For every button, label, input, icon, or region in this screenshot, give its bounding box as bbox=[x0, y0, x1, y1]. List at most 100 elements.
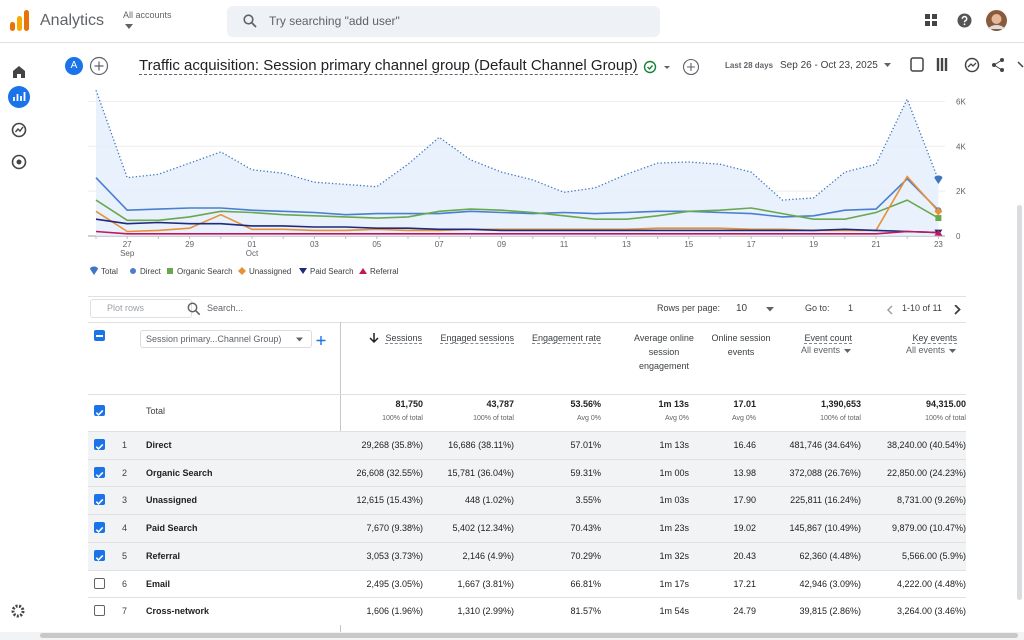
settings-icon[interactable] bbox=[13, 606, 23, 616]
row-cell: 1m 13s bbox=[605, 440, 689, 450]
tick bbox=[96, 410, 103, 415]
rows-per-page-label: Rows per page: bbox=[657, 303, 720, 313]
goto-label: Go to: bbox=[805, 303, 830, 313]
row-name[interactable]: Unassigned bbox=[146, 495, 197, 505]
v-scroll-thumb[interactable] bbox=[1017, 205, 1022, 600]
row-cell: 20.43 bbox=[692, 551, 756, 561]
row-cell: 448 (1.02%) bbox=[426, 495, 514, 505]
row-cell: 29,268 (35.8%) bbox=[340, 440, 423, 450]
legend-marker bbox=[299, 268, 307, 274]
row-name[interactable]: Paid Search bbox=[146, 523, 198, 533]
total-sub: 100% of total bbox=[426, 415, 514, 422]
row-name[interactable]: Organic Search bbox=[146, 468, 213, 478]
row-cell: 2,146 (4.9%) bbox=[426, 551, 514, 561]
row-cell: 225,811 (16.24%) bbox=[760, 495, 861, 505]
row-cell: 1m 32s bbox=[605, 551, 689, 561]
sub-caret[interactable] bbox=[949, 349, 957, 355]
row-cell: 1m 23s bbox=[605, 523, 689, 533]
legend-marker bbox=[167, 268, 173, 274]
divider bbox=[88, 394, 966, 395]
total-sub: Avg 0% bbox=[692, 415, 756, 422]
total-checkbox[interactable] bbox=[94, 405, 105, 416]
row-cell: 4,222.00 (4.48%) bbox=[865, 579, 966, 589]
row-name[interactable]: Cross-network bbox=[146, 606, 209, 616]
column-label[interactable]: Engaged sessions bbox=[440, 333, 514, 344]
total-value: 17.01 bbox=[692, 399, 756, 409]
row-name[interactable]: Referral bbox=[146, 551, 180, 561]
column-label[interactable]: Online session events bbox=[711, 333, 770, 357]
tick bbox=[96, 472, 103, 477]
row-checkbox[interactable] bbox=[94, 494, 105, 505]
column-label[interactable]: Sessions bbox=[385, 333, 422, 344]
sub-caret[interactable] bbox=[844, 349, 852, 355]
row-cell: 70.29% bbox=[517, 551, 601, 561]
row-cell: 59.31% bbox=[517, 468, 601, 478]
column-header[interactable]: Key events bbox=[865, 331, 957, 345]
column-label[interactable]: Event count bbox=[804, 333, 852, 344]
column-label[interactable]: Key events bbox=[912, 333, 957, 344]
row-checkbox[interactable] bbox=[94, 605, 105, 616]
x-tick-label: 17 bbox=[747, 240, 756, 249]
total-value: 94,315.00 bbox=[865, 399, 966, 409]
row-cell: 1,310 (2.99%) bbox=[426, 606, 514, 616]
dimension-label[interactable]: Session primary...Channel Group) bbox=[146, 334, 281, 344]
divider bbox=[88, 322, 966, 323]
total-value: 1m 13s bbox=[605, 399, 689, 409]
row-cell: 19.02 bbox=[692, 523, 756, 533]
y-tick-label: 4K bbox=[956, 142, 966, 151]
legend-label: Organic Search bbox=[177, 267, 233, 276]
rows-per-page-value[interactable]: 10 bbox=[736, 303, 747, 314]
caret bbox=[949, 349, 956, 353]
next-page[interactable] bbox=[955, 305, 960, 314]
column-header[interactable]: Engaged sessions bbox=[440, 331, 514, 345]
column-sub[interactable]: All events bbox=[865, 345, 945, 355]
total-value: 1,390,653 bbox=[760, 399, 861, 409]
legend-marker bbox=[238, 267, 246, 275]
row-checkbox[interactable] bbox=[94, 522, 105, 533]
check bbox=[94, 524, 105, 535]
prev-page[interactable] bbox=[888, 306, 892, 314]
check bbox=[94, 441, 105, 452]
column-header[interactable]: Online session events bbox=[706, 331, 776, 359]
column-sub[interactable]: All events bbox=[770, 345, 840, 355]
column-header[interactable]: Engagement rate bbox=[530, 331, 601, 345]
h-scroll-thumb[interactable] bbox=[40, 633, 1018, 638]
total-sub: Avg 0% bbox=[517, 415, 601, 422]
tick bbox=[96, 527, 103, 532]
plot-rows-label[interactable]: Plot rows bbox=[107, 303, 144, 313]
row-cell: 3,264.00 (3.46%) bbox=[865, 606, 966, 616]
column-header[interactable]: Event count bbox=[770, 331, 852, 345]
row-checkbox[interactable] bbox=[94, 578, 105, 589]
row-cell: 17.90 bbox=[692, 495, 756, 505]
tick bbox=[96, 444, 103, 449]
x-tick-label: 09 bbox=[497, 240, 506, 249]
row-rank: 3 bbox=[122, 495, 132, 505]
column-label[interactable]: Engagement rate bbox=[532, 333, 601, 344]
rows-caret[interactable] bbox=[766, 307, 774, 312]
row-checkbox[interactable] bbox=[94, 467, 105, 478]
add-dimension[interactable] bbox=[317, 336, 326, 345]
row-cell: 1m 00s bbox=[605, 468, 689, 478]
x-tick-label: 21 bbox=[872, 240, 881, 249]
sort-arrow[interactable] bbox=[369, 333, 379, 344]
row-name[interactable]: Direct bbox=[146, 440, 172, 450]
row-name[interactable]: Email bbox=[146, 579, 170, 589]
column-header[interactable]: Average online session engagement bbox=[625, 331, 703, 373]
row-cell: 3,053 (3.73%) bbox=[340, 551, 423, 561]
row-cell: 42,946 (3.09%) bbox=[760, 579, 861, 589]
row-cell: 7,670 (9.38%) bbox=[340, 523, 423, 533]
row-checkbox[interactable] bbox=[94, 439, 105, 450]
check bbox=[94, 407, 105, 418]
column-header[interactable]: Sessions bbox=[350, 331, 422, 345]
x-tick-label: 07 bbox=[435, 240, 444, 249]
column-label[interactable]: Average online session engagement bbox=[634, 333, 694, 371]
total-area bbox=[96, 90, 938, 236]
row-cell: 9,879.00 (10.47%) bbox=[865, 523, 966, 533]
row-cell: 13.98 bbox=[692, 468, 756, 478]
row-rank: 6 bbox=[122, 579, 132, 589]
table-search[interactable]: Search... bbox=[207, 303, 243, 313]
goto-value[interactable]: 1 bbox=[848, 303, 853, 313]
row-checkbox[interactable] bbox=[94, 550, 105, 561]
select-all-checkbox[interactable] bbox=[94, 330, 105, 341]
total-sub: 100% of total bbox=[865, 415, 966, 422]
